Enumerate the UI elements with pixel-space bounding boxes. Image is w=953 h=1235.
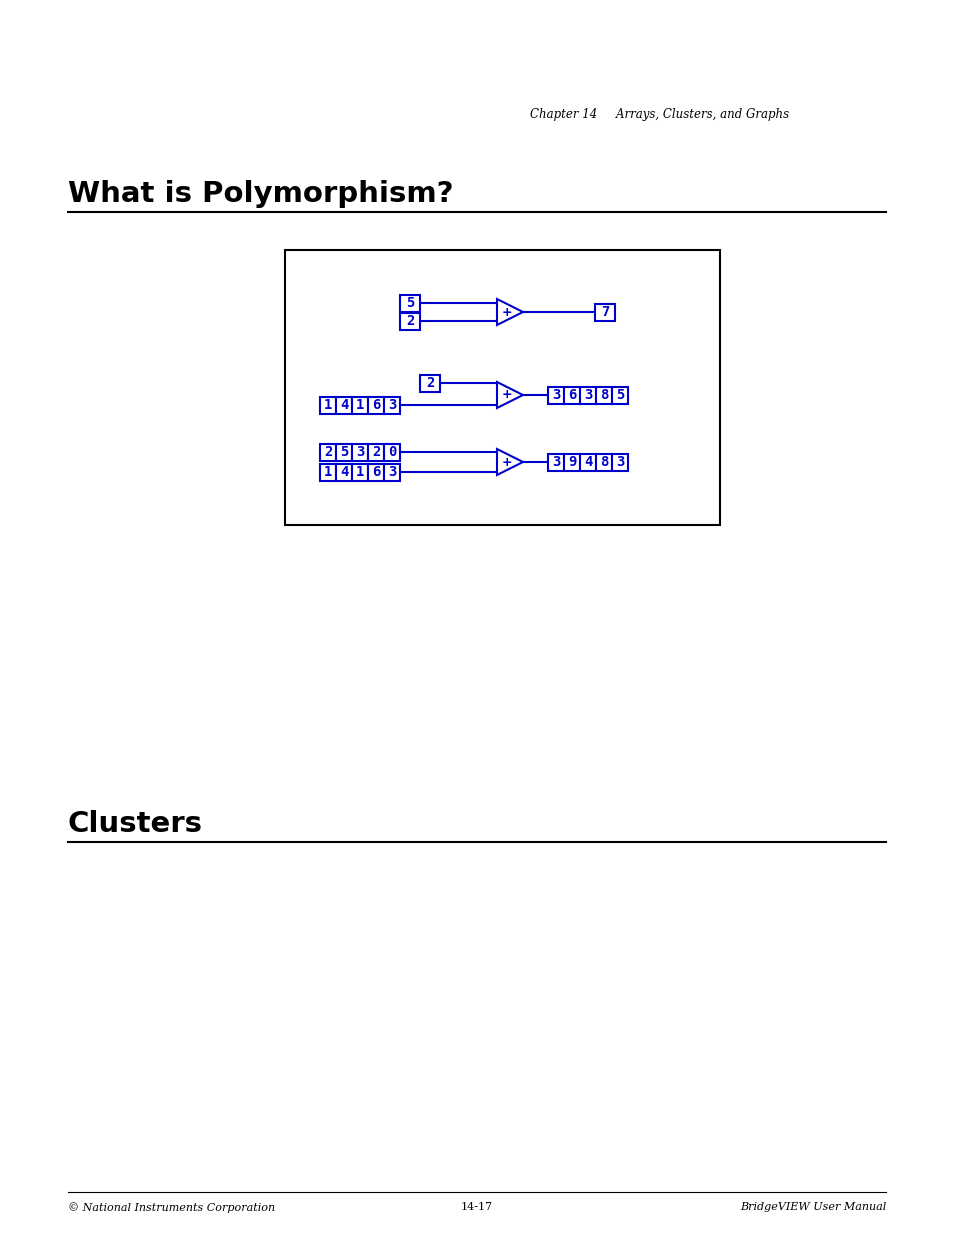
Bar bbox=[579, 387, 596, 404]
Text: +: + bbox=[501, 456, 512, 468]
Text: 3: 3 bbox=[388, 398, 395, 412]
Bar bbox=[384, 443, 399, 461]
Bar bbox=[368, 463, 384, 480]
Bar bbox=[335, 443, 352, 461]
Text: 0: 0 bbox=[388, 445, 395, 459]
Bar bbox=[319, 396, 335, 414]
Text: What is Polymorphism?: What is Polymorphism? bbox=[68, 180, 453, 207]
Bar bbox=[352, 443, 368, 461]
Text: Clusters: Clusters bbox=[68, 810, 203, 839]
Text: 6: 6 bbox=[372, 398, 380, 412]
Text: 9: 9 bbox=[567, 454, 576, 469]
Text: 3: 3 bbox=[616, 454, 623, 469]
Text: 1: 1 bbox=[355, 466, 364, 479]
Text: +: + bbox=[501, 305, 512, 319]
Text: 14-17: 14-17 bbox=[460, 1202, 493, 1212]
Bar bbox=[352, 396, 368, 414]
Text: 7: 7 bbox=[600, 305, 609, 319]
Bar bbox=[319, 443, 335, 461]
Text: 3: 3 bbox=[551, 454, 559, 469]
Text: 3: 3 bbox=[551, 388, 559, 403]
Text: 3: 3 bbox=[388, 466, 395, 479]
Text: 1: 1 bbox=[323, 466, 332, 479]
Polygon shape bbox=[497, 299, 522, 325]
Text: 2: 2 bbox=[405, 314, 414, 329]
Text: 3: 3 bbox=[355, 445, 364, 459]
Text: 4: 4 bbox=[583, 454, 592, 469]
Polygon shape bbox=[497, 382, 522, 408]
Bar bbox=[547, 453, 563, 471]
Bar bbox=[335, 463, 352, 480]
Text: 5: 5 bbox=[616, 388, 623, 403]
Text: +: + bbox=[501, 389, 512, 401]
Text: Chapter 14     Arrays, Clusters, and Graphs: Chapter 14 Arrays, Clusters, and Graphs bbox=[530, 107, 788, 121]
Text: 2: 2 bbox=[323, 445, 332, 459]
Bar bbox=[547, 387, 563, 404]
Bar bbox=[285, 249, 720, 525]
Bar bbox=[384, 463, 399, 480]
Bar bbox=[368, 443, 384, 461]
Bar bbox=[352, 463, 368, 480]
Bar bbox=[579, 453, 596, 471]
Bar bbox=[319, 463, 335, 480]
Text: 8: 8 bbox=[599, 388, 608, 403]
Text: 2: 2 bbox=[425, 375, 434, 390]
Bar bbox=[596, 387, 612, 404]
Bar bbox=[335, 396, 352, 414]
Bar bbox=[612, 387, 627, 404]
Text: © National Instruments Corporation: © National Instruments Corporation bbox=[68, 1202, 274, 1213]
Text: 2: 2 bbox=[372, 445, 380, 459]
Text: 6: 6 bbox=[372, 466, 380, 479]
Text: 8: 8 bbox=[599, 454, 608, 469]
Text: 1: 1 bbox=[355, 398, 364, 412]
Bar bbox=[595, 304, 615, 321]
Bar bbox=[563, 387, 579, 404]
Text: 3: 3 bbox=[583, 388, 592, 403]
Text: 1: 1 bbox=[323, 398, 332, 412]
Text: 5: 5 bbox=[339, 445, 348, 459]
Bar bbox=[563, 453, 579, 471]
Bar bbox=[368, 396, 384, 414]
Text: 5: 5 bbox=[405, 296, 414, 310]
Bar bbox=[612, 453, 627, 471]
Text: 6: 6 bbox=[567, 388, 576, 403]
Text: BridgeVIEW User Manual: BridgeVIEW User Manual bbox=[739, 1202, 885, 1212]
Text: 4: 4 bbox=[339, 466, 348, 479]
Bar bbox=[384, 396, 399, 414]
Bar bbox=[419, 374, 439, 391]
Bar bbox=[399, 294, 419, 311]
Polygon shape bbox=[497, 450, 522, 475]
Bar bbox=[596, 453, 612, 471]
Bar bbox=[399, 312, 419, 330]
Text: 4: 4 bbox=[339, 398, 348, 412]
